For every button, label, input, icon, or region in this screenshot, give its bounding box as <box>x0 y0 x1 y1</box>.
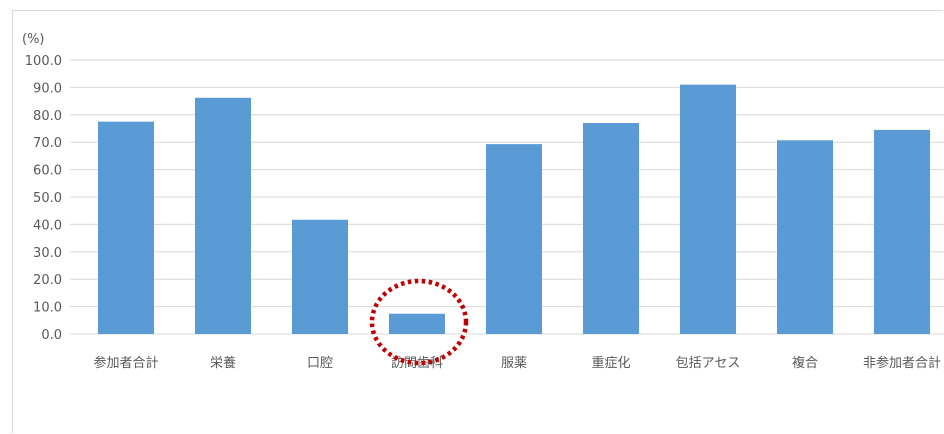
y-tick-label: 50.0 <box>33 191 62 206</box>
x-tick-label: 栄養 <box>210 355 236 371</box>
y-tick-label: 40.0 <box>33 218 62 233</box>
x-tick-label: 非参加者合計 <box>863 355 941 371</box>
highlight-layer <box>369 278 469 366</box>
chart-frame <box>12 10 943 433</box>
y-tick-label: 30.0 <box>33 246 62 261</box>
y-axis-label: (%) <box>22 32 45 47</box>
y-tick-label: 10.0 <box>33 301 62 316</box>
x-tick-label: 複合 <box>792 355 818 371</box>
bar-2 <box>292 219 348 334</box>
y-tick-label: 100.0 <box>25 54 62 69</box>
x-tick-label: 包括アセス <box>676 356 741 371</box>
y-tick-label: 0.0 <box>41 328 62 343</box>
x-tick-label: 参加者合計 <box>93 355 158 371</box>
y-tick-label: 60.0 <box>33 164 62 179</box>
highlight-circle <box>369 278 469 366</box>
y-tick-label: 90.0 <box>33 81 62 96</box>
x-tick-label: 口腔 <box>307 356 333 371</box>
bar-3 <box>389 313 445 334</box>
bar-5 <box>583 123 639 335</box>
bar-7 <box>777 140 833 334</box>
y-tick-label: 80.0 <box>33 109 62 124</box>
y-tick-label: 70.0 <box>33 136 62 151</box>
x-tick-label: 服薬 <box>501 356 527 371</box>
bar-8 <box>874 129 930 334</box>
x-tick-labels: 参加者合計 栄養 口腔 訪問歯科 服薬 重症化 包括アセス 複合 非参加者合計 <box>93 355 941 371</box>
bar-6 <box>680 84 736 334</box>
y-tick-labels: 0.0 10.0 20.0 30.0 40.0 50.0 60.0 70.0 80.0 90.0 1… <box>25 54 62 343</box>
bar-1 <box>195 97 251 334</box>
bar-0 <box>98 121 154 335</box>
y-tick-label: 20.0 <box>33 273 62 288</box>
x-tick-label: 重症化 <box>591 355 630 371</box>
bar-4 <box>486 144 542 334</box>
bar-layer <box>98 84 930 335</box>
